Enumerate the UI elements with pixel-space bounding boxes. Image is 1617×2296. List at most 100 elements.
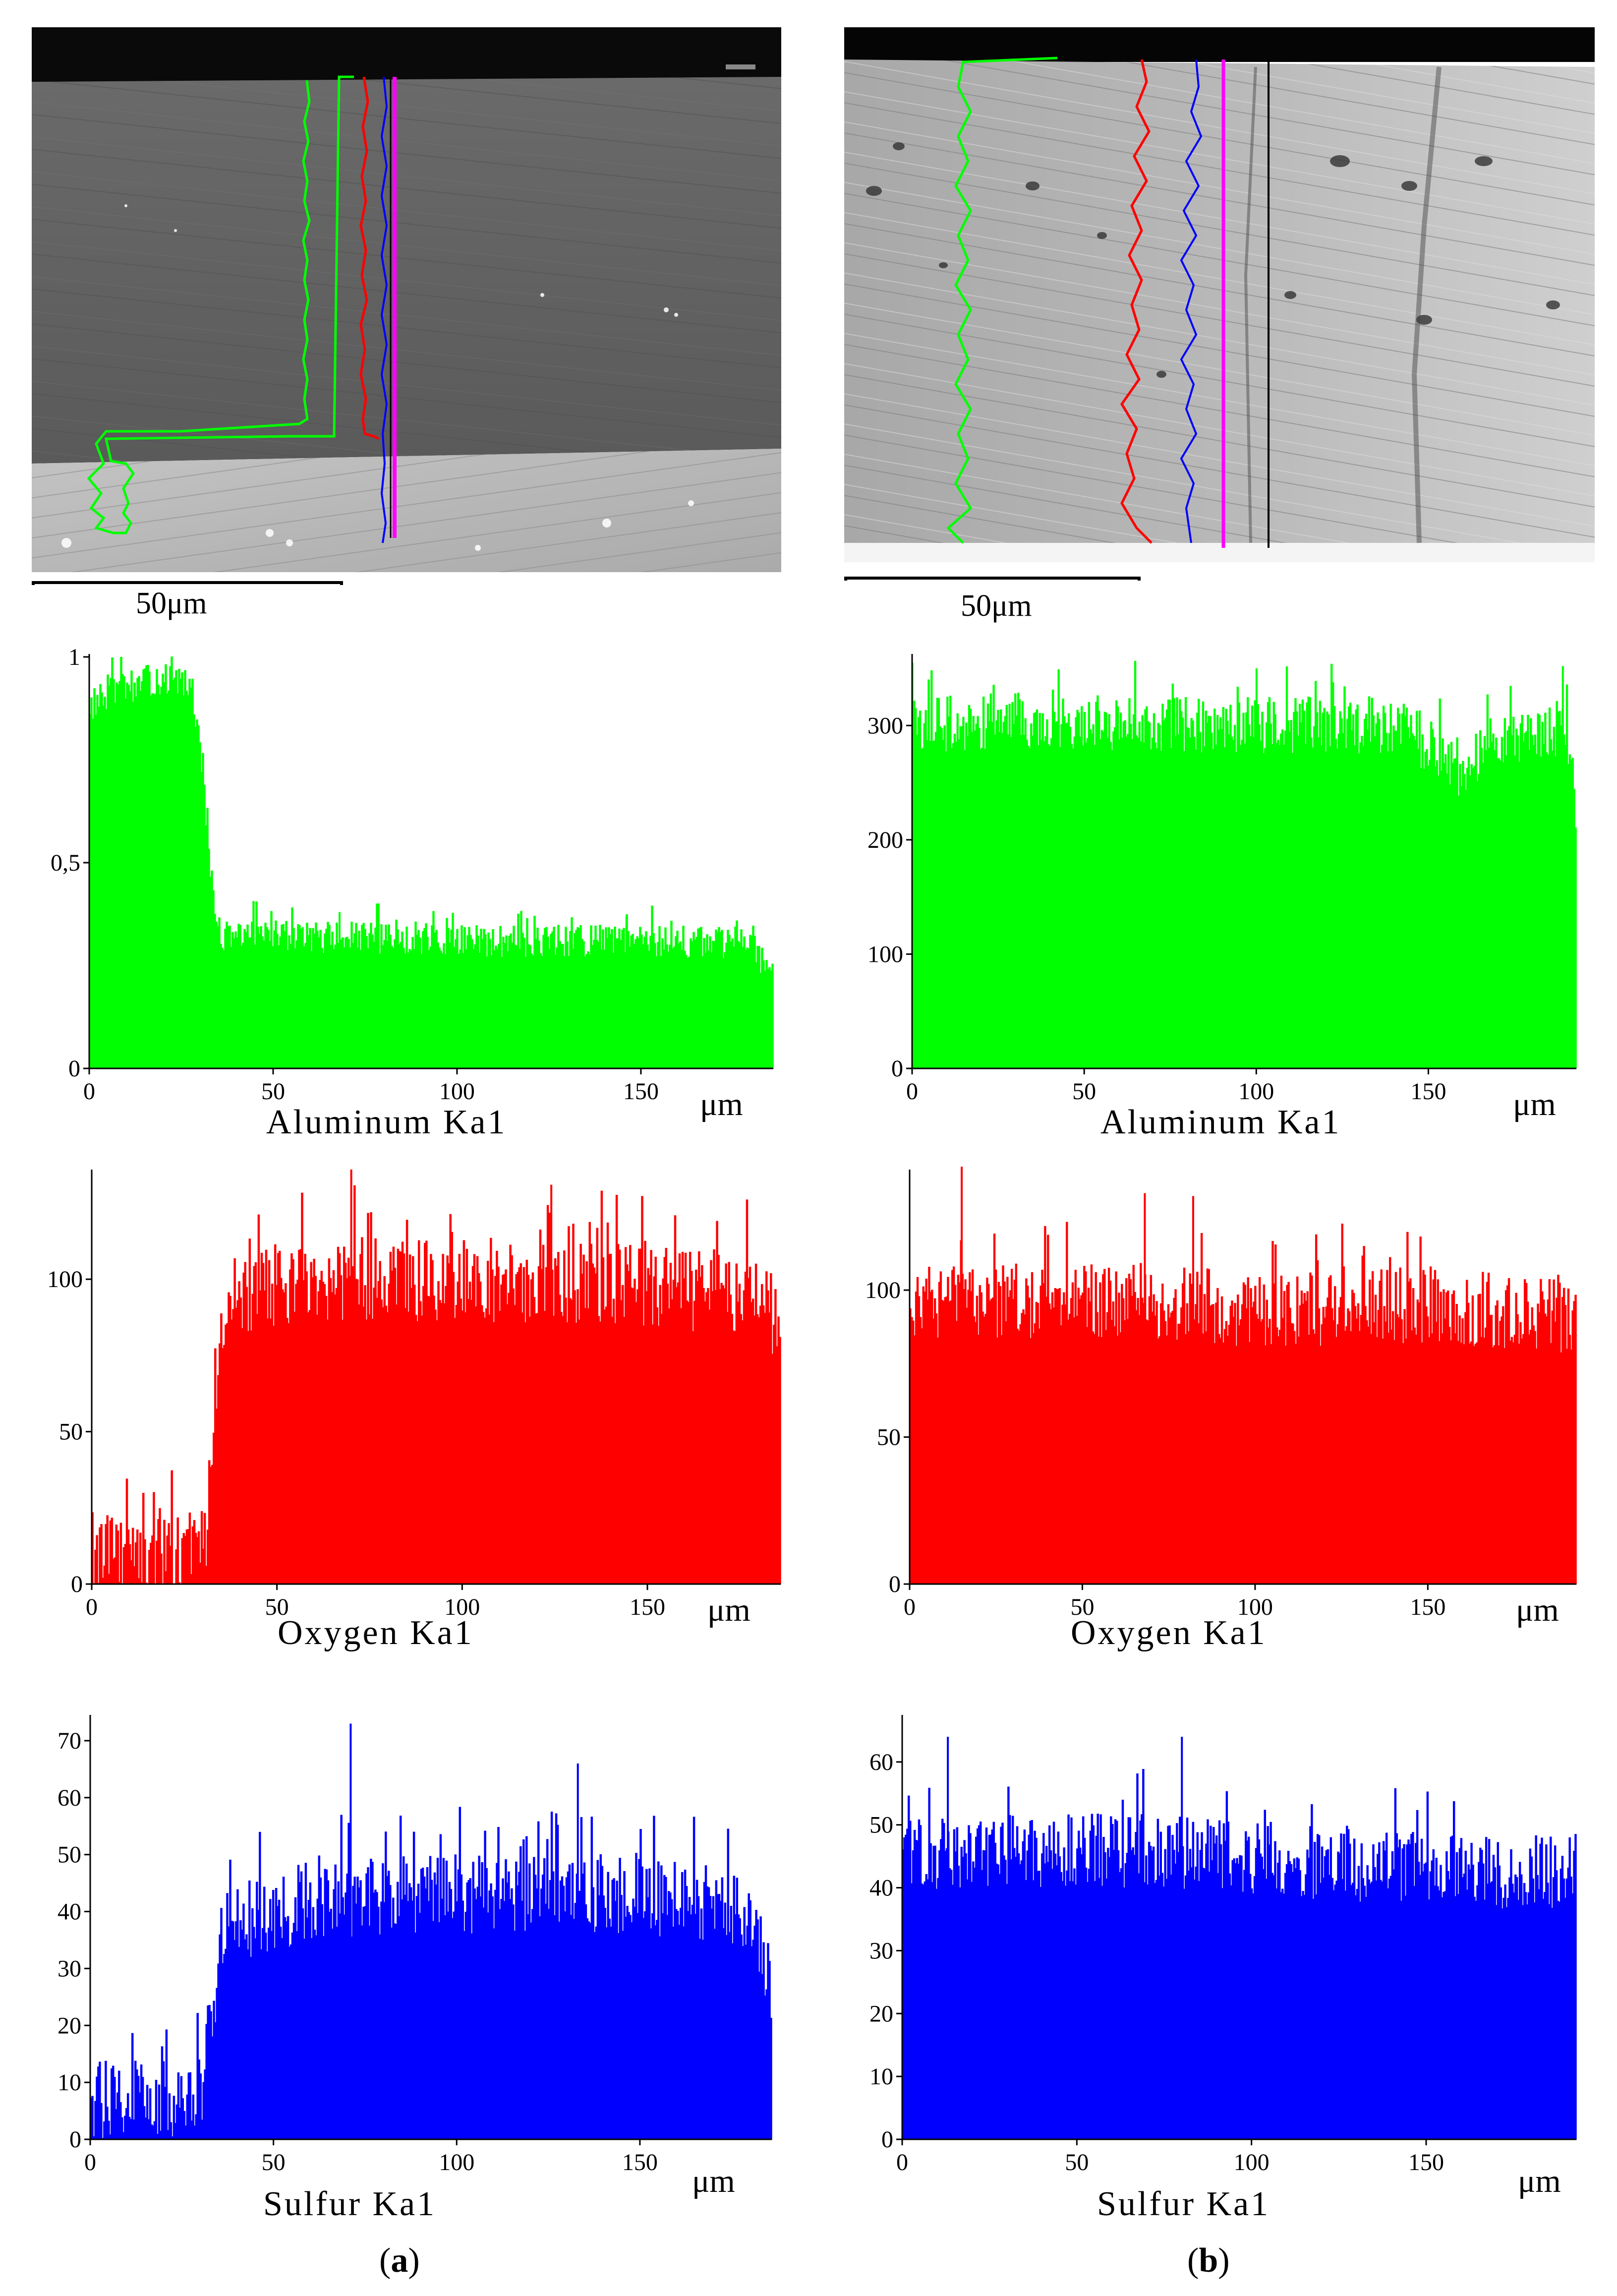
caption-a-letter: a xyxy=(391,2241,408,2280)
chart-title-a-sulfur: Sulfur Ka1 xyxy=(263,2185,437,2223)
chart-unit-b-sulfur: μm xyxy=(1518,2163,1561,2199)
x-tick-label: 150 xyxy=(1410,1078,1446,1105)
x-tick-label: 50 xyxy=(1070,1594,1094,1620)
y-tick-label: 30 xyxy=(58,1955,81,1982)
y-tick-label: 0 xyxy=(891,1056,903,1082)
y-tick-label: 0 xyxy=(69,2126,81,2153)
y-tick-label: 20 xyxy=(869,2001,893,2027)
chart-unit-b-oxygen: μm xyxy=(1516,1592,1559,1628)
sem-image-b xyxy=(844,27,1595,562)
x-tick-label: 0 xyxy=(86,1594,98,1620)
x-tick-label: 100 xyxy=(1237,1594,1273,1620)
bar-peak xyxy=(550,1184,553,1584)
y-tick-label: 50 xyxy=(59,1419,83,1445)
chart-a-sulfur: 0 10 20 30 40 50 60 70 0 50 100 150 xyxy=(50,1706,793,2176)
bar-peak xyxy=(947,1737,949,2139)
bar-peak xyxy=(961,1167,963,1584)
y-tick-label: 50 xyxy=(877,1424,901,1451)
bar-peak xyxy=(1255,668,1258,1068)
y-tick-label: 1 xyxy=(68,644,80,670)
x-tick-label: 100 xyxy=(1234,2149,1270,2176)
bar-fill xyxy=(912,660,1577,1069)
bar-peak xyxy=(625,916,628,1068)
x-tick-label: 0 xyxy=(906,1078,918,1105)
trace-sulfur-a xyxy=(380,76,388,543)
chart-svg: 0 10 20 30 40 50 60 0 50 100 150 xyxy=(869,1715,1577,2176)
bar-fill xyxy=(91,1185,781,1585)
x-tick-label: 0 xyxy=(896,2149,908,2176)
chart-title-a-aluminum: Aluminum Ka1 xyxy=(266,1103,507,1141)
trace-aluminum-a xyxy=(87,75,354,534)
chart-svg: 0 50 100 0 50 100 150 xyxy=(47,1169,781,1620)
y-tick-label: 100 xyxy=(865,1277,901,1303)
x-tick-label: 100 xyxy=(1238,1078,1274,1105)
y-tick-label: 10 xyxy=(869,2063,893,2090)
y-tick-label: 100 xyxy=(867,941,903,967)
trace-sulfur-b xyxy=(1180,59,1203,543)
y-tick-label: 100 xyxy=(47,1266,83,1293)
chart-a-oxygen: 0 50 100 0 50 100 150 xyxy=(47,1163,793,1620)
bar-fill xyxy=(909,1222,1577,1585)
bar-series xyxy=(91,1169,781,1585)
chart-svg: 0 10 20 30 40 50 60 70 0 50 100 150 xyxy=(58,1715,772,2176)
y-tick-label: 0 xyxy=(68,1056,80,1082)
x-tick-label: 100 xyxy=(439,2149,474,2176)
x-tick-label: 50 xyxy=(1065,2149,1089,2176)
y-tick-label: 0 xyxy=(889,1571,901,1597)
bar-fill xyxy=(89,656,774,1069)
sem-micrograph-b-icon xyxy=(844,27,1595,562)
y-tick-label: 0 xyxy=(881,2126,893,2153)
y-tick-label: 50 xyxy=(869,1812,893,1838)
x-tick-label: 150 xyxy=(622,2149,658,2176)
bar-series xyxy=(902,1737,1577,2140)
bar-series xyxy=(909,1167,1577,1585)
caption-a-open: ( xyxy=(379,2241,391,2280)
caption-a: (a) xyxy=(379,2241,420,2281)
y-tick-label: 40 xyxy=(869,1875,893,1901)
trace-oxygen-a xyxy=(359,76,380,440)
chart-title-b-oxygen: Oxygen Ka1 xyxy=(1071,1614,1267,1652)
y-tick-label: 300 xyxy=(867,712,903,739)
x-tick-label: 50 xyxy=(265,1594,289,1620)
x-tick-label: 0 xyxy=(83,1078,95,1105)
x-tick-label: 100 xyxy=(439,1078,475,1105)
scale-bar-b: 50μm xyxy=(844,577,1141,623)
x-tick-label: 150 xyxy=(623,1078,659,1105)
caption-b-close: ) xyxy=(1218,2241,1230,2280)
y-tick-label: 0 xyxy=(71,1571,83,1597)
x-tick-label: 100 xyxy=(444,1594,480,1620)
x-tick-label: 50 xyxy=(261,1078,285,1105)
trace-oxygen-b xyxy=(1120,59,1153,544)
scale-bar-line xyxy=(32,581,343,585)
chart-unit-b-aluminum: μm xyxy=(1513,1086,1556,1122)
y-tick-label: 10 xyxy=(58,2069,81,2096)
bar-peak xyxy=(1181,1737,1183,2139)
y-tick-label: 40 xyxy=(58,1899,81,1925)
chart-b-sulfur: 0 10 20 30 40 50 60 0 50 100 150 xyxy=(853,1706,1596,2176)
chart-b-aluminum: 0 100 200 300 0 50 100 150 xyxy=(853,647,1596,1105)
caption-b: (b) xyxy=(1187,2241,1230,2281)
y-tick-label: 30 xyxy=(869,1938,893,1964)
bar-peak xyxy=(1561,666,1564,1068)
x-tick-label: 50 xyxy=(262,2149,286,2176)
bar-peak xyxy=(1192,1196,1194,1584)
caption-a-close: ) xyxy=(408,2241,420,2280)
bar-peak xyxy=(577,1763,579,2139)
chart-b-oxygen: 0 50 100 0 50 100 150 xyxy=(853,1163,1596,1620)
chart-title-b-sulfur: Sulfur Ka1 xyxy=(1097,2185,1270,2223)
y-tick-label: 50 xyxy=(58,1842,81,1868)
chart-svg: 0 50 100 0 50 100 150 xyxy=(865,1167,1577,1620)
y-tick-label: 20 xyxy=(58,2012,81,2039)
scale-bar-line xyxy=(844,577,1141,581)
chart-title-a-oxygen: Oxygen Ka1 xyxy=(278,1614,474,1652)
chart-unit-a-sulfur: μm xyxy=(692,2163,735,2199)
caption-b-open: ( xyxy=(1187,2241,1199,2280)
scale-bar-label-a: 50μm xyxy=(136,587,207,620)
x-tick-label: 150 xyxy=(1408,2149,1444,2176)
chart-unit-a-aluminum: μm xyxy=(700,1086,743,1122)
x-tick-label: 0 xyxy=(904,1594,916,1620)
bar-fill xyxy=(902,1768,1577,2140)
sem-micrograph-a-icon xyxy=(32,27,781,572)
bar-peak xyxy=(350,1169,352,1584)
scale-bar-a: 50μm xyxy=(32,581,343,626)
